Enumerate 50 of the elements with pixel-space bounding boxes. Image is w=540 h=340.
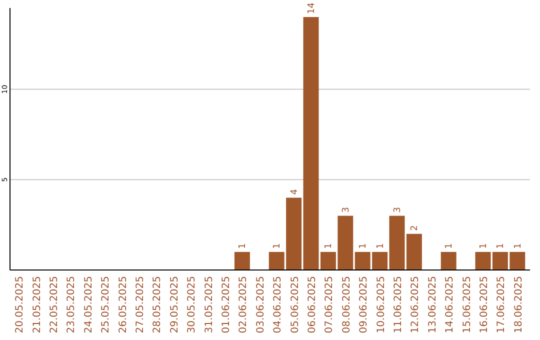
x-tick-label: 24.05.2025 <box>83 276 94 334</box>
data-label: 14 <box>307 2 317 14</box>
data-label: 4 <box>290 188 300 195</box>
data-label: 3 <box>341 207 352 213</box>
data-label: 1 <box>513 243 524 249</box>
data-label: 1 <box>376 243 386 249</box>
x-tick-label: 17.06.2025 <box>496 276 508 334</box>
bar <box>303 17 319 270</box>
x-tick-label: 02.06.2025 <box>238 276 250 334</box>
bar <box>440 252 456 270</box>
x-tick-label: 29.05.2025 <box>169 276 180 334</box>
data-label: 3 <box>393 207 403 213</box>
bar <box>406 234 422 270</box>
x-tick-label: 14.06.2025 <box>444 276 456 334</box>
x-tick-label: 11.06.2025 <box>393 276 404 334</box>
data-label: 1 <box>444 243 455 249</box>
x-tick-label: 25.05.2025 <box>100 276 112 334</box>
bar <box>475 252 491 270</box>
x-tick-label: 21.05.2025 <box>32 276 43 334</box>
data-label: 2 <box>410 225 420 231</box>
x-tick-label: 09.06.2025 <box>358 276 370 334</box>
x-tick-label: 07.06.2025 <box>324 276 336 334</box>
x-tick-label: 22.05.2025 <box>49 276 60 334</box>
x-tick-label: 16.06.2025 <box>479 276 490 334</box>
x-tick-label: 10.06.2025 <box>376 276 387 334</box>
x-tick-label: 20.05.2025 <box>14 276 26 334</box>
x-tick-label: 30.05.2025 <box>186 276 198 334</box>
x-tick-label: 15.06.2025 <box>462 276 473 334</box>
x-tick-label: 04.06.2025 <box>272 276 284 334</box>
x-tick-label: 12.06.2025 <box>410 276 422 334</box>
x-tick-label: 23.05.2025 <box>66 276 78 334</box>
x-tick-label: 01.06.2025 <box>221 276 232 334</box>
bar <box>389 216 405 270</box>
data-label: 1 <box>496 243 506 249</box>
data-label: 1 <box>358 243 369 249</box>
x-tick-label: 26.05.2025 <box>118 276 129 334</box>
x-tick-label: 13.06.2025 <box>427 276 438 334</box>
x-tick-label: 18.06.2025 <box>513 276 524 334</box>
data-label: 1 <box>272 243 283 249</box>
bar <box>234 252 250 270</box>
x-tick-label: 03.06.2025 <box>255 276 266 334</box>
data-label: 1 <box>238 243 248 249</box>
x-tick-label: 28.05.2025 <box>152 276 164 334</box>
data-label: 1 <box>479 243 489 249</box>
data-label: 1 <box>324 243 334 249</box>
x-tick-label: 08.06.2025 <box>341 276 352 334</box>
x-tick-label: 05.06.2025 <box>290 276 301 334</box>
x-tick-label: 27.05.2025 <box>135 276 146 334</box>
x-tick-label: 31.05.2025 <box>204 276 215 334</box>
x-tick-label: 06.06.2025 <box>307 276 318 334</box>
